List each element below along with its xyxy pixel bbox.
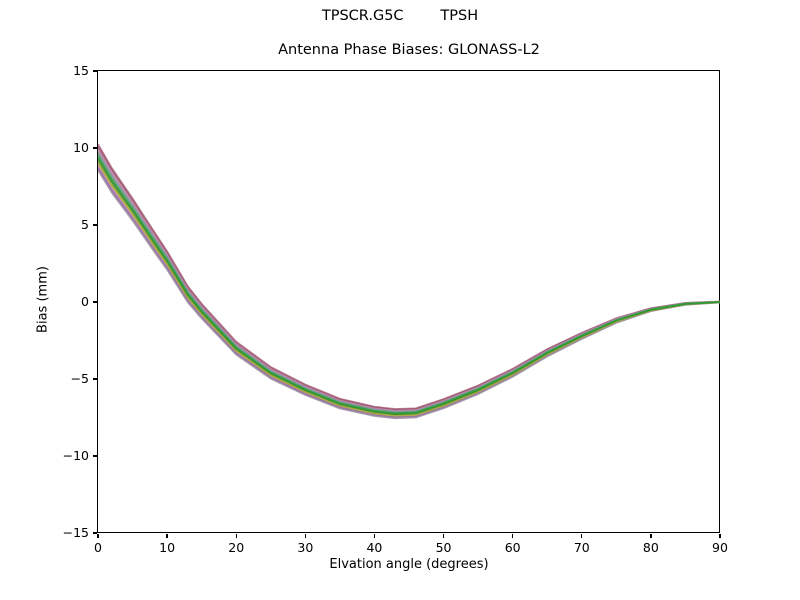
x-tick-label: 80 — [642, 540, 659, 555]
y-tick-mark — [92, 70, 97, 72]
x-tick-mark — [442, 533, 445, 538]
y-tick-mark — [92, 532, 97, 534]
series-line-4 — [98, 150, 720, 413]
series-line-3 — [98, 148, 720, 412]
x-tick-label: 20 — [228, 540, 245, 555]
x-tick-label: 30 — [297, 540, 314, 555]
x-tick-label: 70 — [573, 540, 590, 555]
figure-suptitle: TPSCR.G5C TPSH — [321, 8, 479, 24]
series-line-6 — [98, 155, 720, 415]
x-tick-mark — [581, 533, 583, 538]
y-tick-label: −15 — [62, 525, 89, 540]
x-tick-label: 90 — [712, 540, 728, 555]
y-tick-mark — [92, 147, 97, 149]
series-line-9 — [98, 162, 720, 417]
y-tick-mark — [92, 455, 97, 457]
series-line-12 — [98, 169, 720, 420]
plot-area — [98, 143, 720, 420]
x-tick-label: 50 — [435, 540, 452, 555]
series-line-2 — [98, 146, 720, 411]
y-tick-label: 0 — [81, 294, 89, 309]
x-tick-label: 0 — [94, 540, 102, 555]
x-tick-label: 40 — [366, 540, 383, 555]
x-tick-label: 60 — [504, 540, 521, 555]
x-tick-mark — [719, 533, 721, 538]
y-tick-label: 5 — [81, 217, 89, 232]
y-tick-label: −10 — [62, 448, 89, 463]
x-axis-label: Elvation angle (degrees) — [329, 557, 489, 572]
x-tick-mark — [650, 533, 652, 538]
y-tick-label: 15 — [73, 63, 89, 78]
y-tick-mark — [92, 301, 97, 303]
x-tick-mark — [373, 533, 376, 538]
y-tick-mark — [92, 224, 97, 226]
series-line-5 — [98, 153, 720, 414]
y-tick-label: 10 — [73, 140, 89, 155]
axes-title: Antenna Phase Biases: GLONASS-L2 — [278, 42, 540, 58]
x-tick-mark — [97, 533, 99, 538]
series-line-7 — [98, 158, 720, 415]
x-tick-label: 10 — [159, 540, 176, 555]
x-tick-mark — [235, 533, 237, 538]
x-tick-mark — [512, 533, 514, 538]
y-tick-label: −5 — [70, 371, 89, 386]
y-tick-mark — [92, 378, 97, 380]
x-tick-mark — [166, 533, 168, 538]
y-axis-label: Bias (mm) — [35, 266, 51, 333]
series-line-1 — [98, 143, 720, 410]
series-line-8 — [98, 160, 720, 416]
x-tick-mark — [304, 533, 306, 538]
